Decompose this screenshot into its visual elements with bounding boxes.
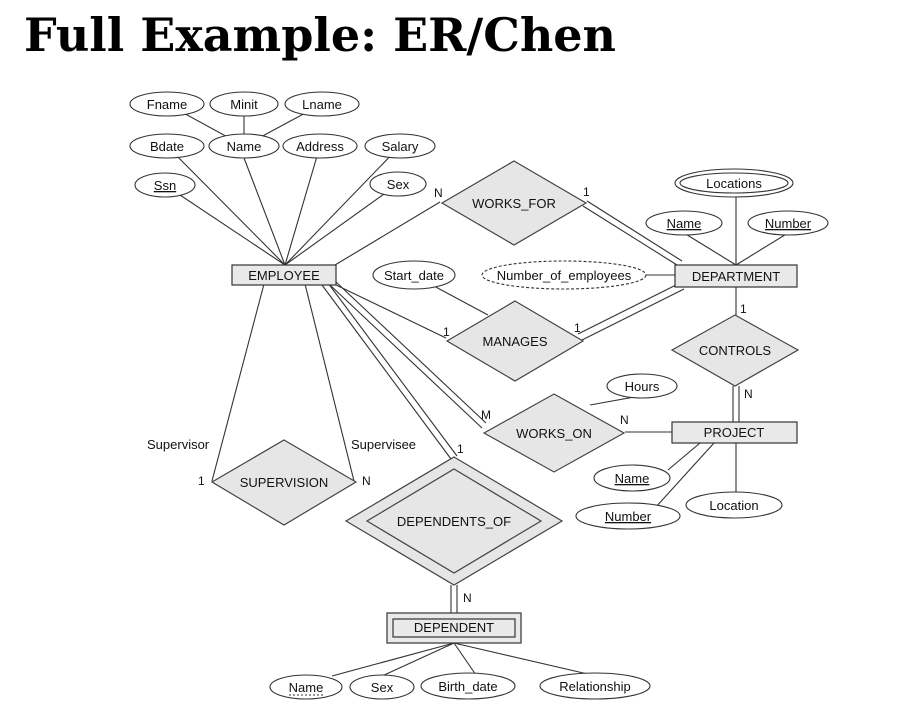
role-supervisor-label: Supervisor — [147, 437, 210, 452]
relationship-works-for-label: WORKS_FOR — [472, 196, 556, 211]
relationship-manages-label: MANAGES — [482, 334, 547, 349]
relationship-controls: CONTROLS — [670, 314, 800, 387]
entity-project-label: PROJECT — [704, 425, 765, 440]
attribute-sex-label: Sex — [387, 177, 410, 192]
cardinality-supervision-supervisee: N — [362, 474, 371, 488]
attribute-department-name: Name — [645, 210, 723, 236]
entity-project: PROJECT — [671, 421, 798, 444]
cardinality-manages-department: 1 — [574, 321, 581, 335]
attribute-salary-label: Salary — [382, 139, 419, 154]
entity-dependent: DEPENDENT — [386, 612, 522, 644]
attribute-name-label: Name — [227, 139, 262, 154]
cardinality-dependents-of-dependent: N — [463, 591, 472, 605]
attribute-sex: Sex — [369, 171, 427, 197]
attribute-fname: Fname — [129, 91, 205, 117]
relationship-works-on: WORKS_ON — [482, 393, 626, 473]
attribute-location: Location — [685, 491, 783, 519]
relationship-works-for: WORKS_FOR — [440, 160, 588, 246]
relationship-supervision: SUPERVISION — [210, 439, 358, 526]
role-supervisee-label: Supervisee — [351, 437, 416, 452]
attribute-project-name-label: Name — [615, 471, 650, 486]
attribute-locations: Locations — [674, 168, 794, 198]
attribute-address: Address — [282, 133, 358, 159]
attribute-relationship-label: Relationship — [559, 679, 631, 694]
attribute-bdate-label: Bdate — [150, 139, 184, 154]
attribute-project-number-label: Number — [605, 509, 652, 524]
attribute-number-of-employees: Number_of_employees — [481, 260, 647, 290]
attribute-project-name: Name — [593, 464, 671, 492]
attribute-dependent-sex: Sex — [349, 674, 415, 700]
attribute-locations-label: Locations — [706, 176, 762, 191]
relationship-supervision-label: SUPERVISION — [240, 475, 329, 490]
attribute-bdate: Bdate — [129, 133, 205, 159]
attribute-minit: Minit — [209, 91, 279, 117]
cardinality-works-for-department: 1 — [583, 185, 590, 199]
attribute-project-number: Number — [575, 502, 681, 530]
relationship-dependents-of-label: DEPENDENTS_OF — [397, 514, 511, 529]
attribute-location-label: Location — [709, 498, 758, 513]
attribute-salary: Salary — [364, 133, 436, 159]
entity-department-label: DEPARTMENT — [692, 269, 780, 284]
attribute-department-number: Number — [747, 210, 829, 236]
attribute-minit-label: Minit — [230, 97, 258, 112]
relationship-controls-label: CONTROLS — [699, 343, 772, 358]
attribute-department-name-label: Name — [667, 216, 702, 231]
relationship-dependents-of: DEPENDENTS_OF — [344, 456, 564, 586]
cardinality-supervision-supervisor: 1 — [198, 474, 205, 488]
entity-dependent-label: DEPENDENT — [414, 620, 494, 635]
entity-department: DEPARTMENT — [674, 264, 798, 288]
entity-employee-label: EMPLOYEE — [248, 268, 320, 283]
cardinality-works-on-employee: M — [481, 408, 491, 422]
cardinality-works-for-employee: N — [434, 186, 443, 200]
relationship-works-on-label: WORKS_ON — [516, 426, 592, 441]
entity-employee: EMPLOYEE — [231, 264, 337, 286]
attribute-dependent-name-label: Name — [289, 680, 324, 695]
cardinality-works-on-project: N — [620, 413, 629, 427]
attribute-birth-date: Birth_date — [420, 672, 516, 700]
attribute-birth-date-label: Birth_date — [438, 679, 497, 694]
cardinality-manages-employee: 1 — [443, 325, 450, 339]
attribute-number-of-employees-label: Number_of_employees — [497, 268, 632, 283]
attribute-relationship: Relationship — [539, 672, 651, 700]
relationship-manages: MANAGES — [445, 300, 585, 382]
attribute-department-number-label: Number — [765, 216, 812, 231]
attribute-hours: Hours — [606, 373, 678, 399]
attribute-fname-label: Fname — [147, 97, 187, 112]
attribute-ssn: Ssn — [134, 172, 196, 198]
attribute-ssn-label: Ssn — [154, 178, 176, 193]
attribute-hours-label: Hours — [625, 379, 660, 394]
attribute-start-date: Start_date — [372, 260, 456, 290]
attribute-dependent-sex-label: Sex — [371, 680, 394, 695]
attribute-address-label: Address — [296, 139, 344, 154]
attribute-start-date-label: Start_date — [384, 268, 444, 283]
attribute-name: Name — [208, 133, 280, 159]
cardinality-controls-project: N — [744, 387, 753, 401]
attribute-dependent-name: Name — [269, 674, 343, 700]
slide-title: Full Example: ER/Chen — [24, 8, 616, 62]
cardinality-controls-department: 1 — [740, 302, 747, 316]
attribute-lname-label: Lname — [302, 97, 342, 112]
attribute-lname: Lname — [284, 91, 360, 117]
cardinality-dependents-of-employee: 1 — [457, 442, 464, 456]
